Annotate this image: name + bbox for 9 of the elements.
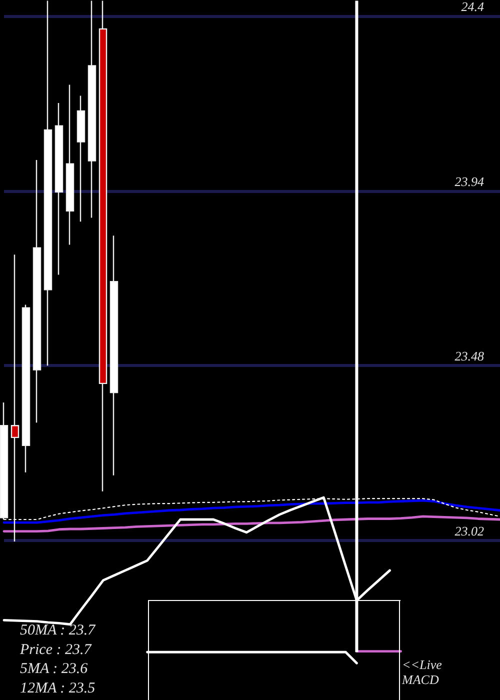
y-tick-label: 23.94 <box>454 174 484 189</box>
annotation: <<Live MACD <box>401 657 446 687</box>
annotation: Price : 23.7 <box>19 642 93 658</box>
y-tick-label: 23.02 <box>454 523 484 538</box>
annotation: 50MA : 23.7 <box>20 622 97 638</box>
y-tick-label: 24.4 <box>461 0 484 14</box>
annotation: 12MA : 23.5 <box>20 680 96 696</box>
y-tick-label: 23.48 <box>454 348 484 364</box>
annotation: 5MA : 23.6 <box>20 661 88 678</box>
